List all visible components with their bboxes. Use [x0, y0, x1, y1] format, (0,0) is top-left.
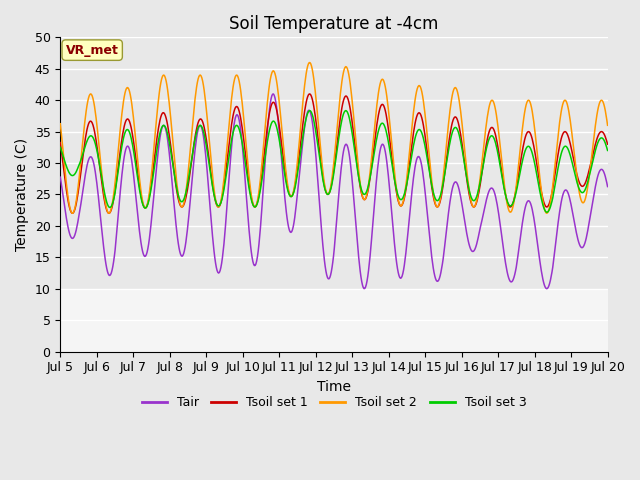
- Bar: [60, 288, 607, 351]
- Legend: Tair, Tsoil set 1, Tsoil set 2, Tsoil set 3: Tair, Tsoil set 1, Tsoil set 2, Tsoil se…: [136, 391, 531, 414]
- Y-axis label: Temperature (C): Temperature (C): [15, 138, 29, 251]
- Text: VR_met: VR_met: [66, 44, 118, 57]
- X-axis label: Time: Time: [317, 380, 351, 394]
- Title: Soil Temperature at -4cm: Soil Temperature at -4cm: [229, 15, 438, 33]
